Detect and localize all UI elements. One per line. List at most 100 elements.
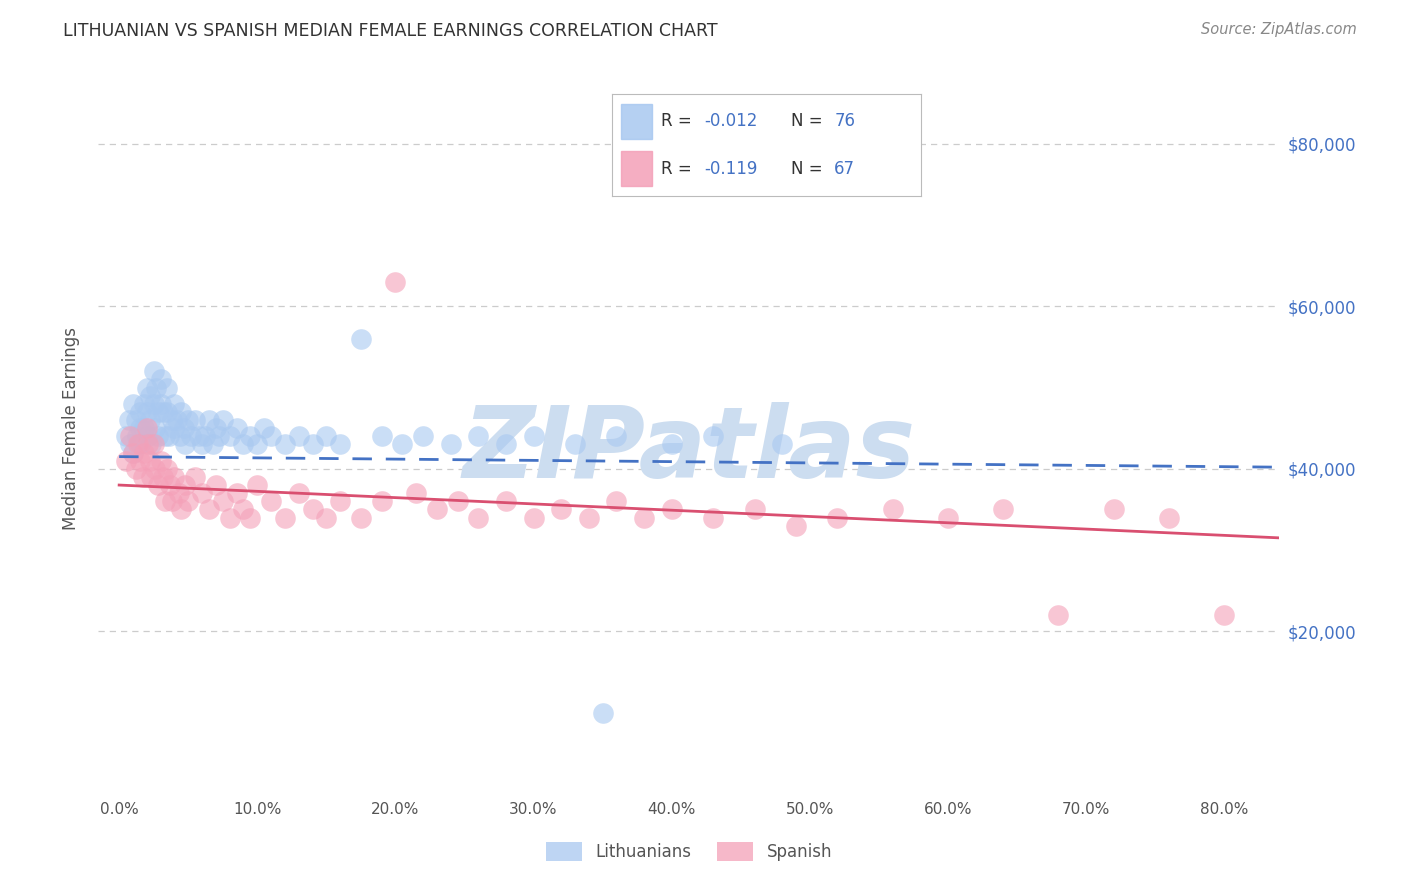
Point	[159, 478, 181, 492]
Point	[149, 372, 172, 386]
Point	[156, 380, 179, 394]
Point	[184, 470, 207, 484]
Point	[120, 429, 142, 443]
Point	[146, 478, 169, 492]
Point	[139, 470, 162, 484]
Point	[177, 413, 200, 427]
Point	[232, 502, 254, 516]
Point	[329, 494, 352, 508]
Point	[329, 437, 352, 451]
Point	[180, 429, 202, 443]
Point	[149, 397, 172, 411]
Point	[139, 437, 162, 451]
Point	[301, 502, 323, 516]
Bar	[621, 151, 652, 186]
Point	[564, 437, 586, 451]
Point	[405, 486, 427, 500]
Point	[384, 275, 406, 289]
Point	[605, 429, 627, 443]
Point	[225, 421, 247, 435]
Point	[138, 389, 160, 403]
Text: R =: R =	[661, 160, 703, 178]
Point	[202, 437, 225, 451]
Point	[122, 445, 145, 459]
Point	[136, 429, 159, 443]
Point	[118, 413, 141, 427]
Point	[827, 510, 849, 524]
Point	[163, 397, 186, 411]
Point	[370, 494, 392, 508]
Point	[205, 421, 228, 435]
Text: N =: N =	[792, 112, 828, 130]
Point	[157, 429, 180, 443]
Point	[225, 486, 247, 500]
Text: LITHUANIAN VS SPANISH MEDIAN FEMALE EARNINGS CORRELATION CHART: LITHUANIAN VS SPANISH MEDIAN FEMALE EARN…	[63, 22, 718, 40]
Point	[495, 437, 517, 451]
Y-axis label: Median Female Earnings: Median Female Earnings	[62, 326, 80, 530]
Text: R =: R =	[661, 112, 697, 130]
Point	[260, 494, 283, 508]
Text: Source: ZipAtlas.com: Source: ZipAtlas.com	[1201, 22, 1357, 37]
Point	[156, 462, 179, 476]
Point	[467, 429, 489, 443]
Point	[153, 494, 176, 508]
Point	[163, 421, 186, 435]
Point	[120, 437, 142, 451]
Point	[142, 397, 165, 411]
Point	[115, 429, 138, 443]
Point	[143, 462, 166, 476]
Point	[166, 413, 188, 427]
Point	[274, 437, 297, 451]
Point	[253, 421, 276, 435]
Point	[1047, 608, 1070, 623]
Point	[467, 510, 489, 524]
Point	[160, 494, 183, 508]
Point	[122, 397, 145, 411]
Point	[633, 510, 655, 524]
Text: ZIPatlas: ZIPatlas	[463, 401, 915, 499]
Point	[115, 453, 138, 467]
Point	[127, 429, 149, 443]
Point	[882, 502, 904, 516]
Point	[188, 429, 211, 443]
Text: 67: 67	[834, 160, 855, 178]
Point	[160, 413, 183, 427]
Point	[315, 510, 337, 524]
Point	[1157, 510, 1180, 524]
Point	[301, 437, 323, 451]
Point	[135, 421, 157, 435]
Point	[191, 437, 214, 451]
Point	[936, 510, 959, 524]
Point	[605, 494, 627, 508]
Point	[198, 413, 221, 427]
Point	[136, 437, 159, 451]
Point	[146, 405, 169, 419]
Point	[993, 502, 1015, 516]
Point	[661, 437, 683, 451]
Point	[770, 437, 793, 451]
Point	[145, 380, 167, 394]
Text: -0.012: -0.012	[704, 112, 758, 130]
Point	[174, 437, 197, 451]
Point	[146, 429, 169, 443]
Point	[274, 510, 297, 524]
Point	[173, 421, 195, 435]
Point	[128, 437, 150, 451]
Point	[1102, 502, 1125, 516]
Point	[522, 429, 544, 443]
Point	[232, 437, 254, 451]
Point	[142, 364, 165, 378]
Point	[125, 413, 148, 427]
Legend: Lithuanians, Spanish: Lithuanians, Spanish	[537, 834, 841, 870]
Point	[350, 510, 373, 524]
Point	[131, 470, 153, 484]
Point	[152, 470, 174, 484]
Point	[522, 510, 544, 524]
Point	[125, 462, 148, 476]
Point	[211, 494, 233, 508]
Point	[218, 429, 240, 443]
Point	[138, 413, 160, 427]
Point	[446, 494, 468, 508]
Point	[167, 486, 190, 500]
Point	[135, 405, 157, 419]
